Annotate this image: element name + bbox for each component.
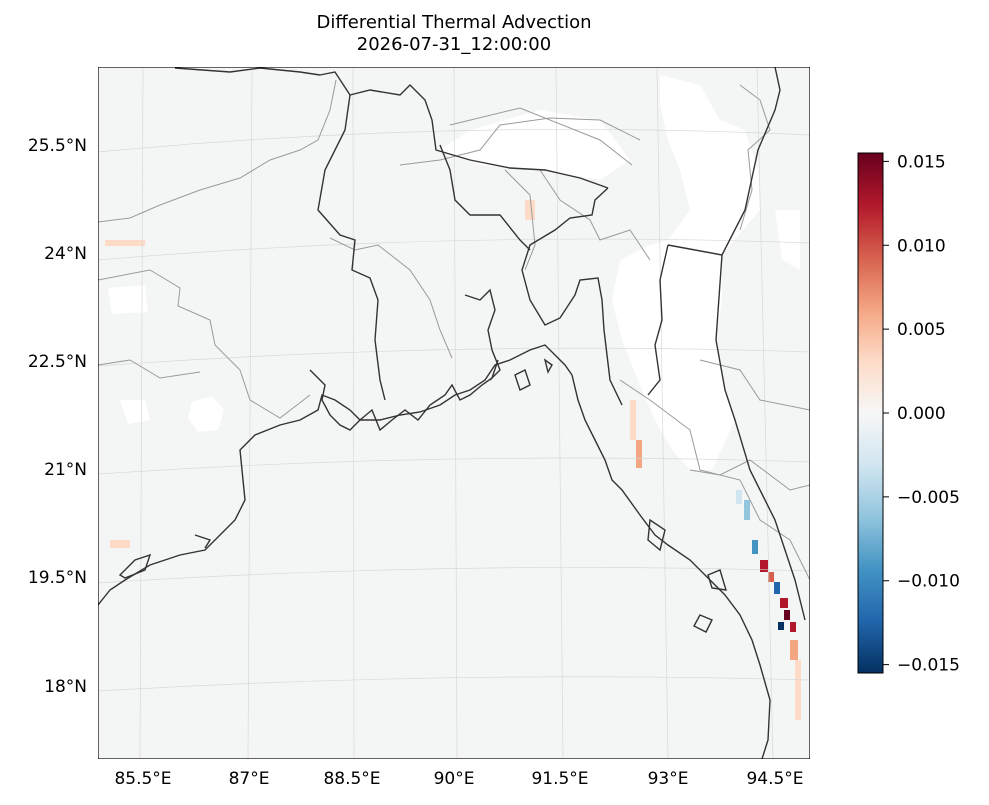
colorbar-tick-label: −0.005: [897, 488, 960, 508]
lat-tick-label: 18°N: [44, 677, 87, 697]
colorbar: 0.015 0.010 0.005 0.000 −0.005 −0.010 −0.015: [857, 152, 960, 676]
colorbar-tick-label: 0.015: [897, 152, 946, 172]
lat-tick-label: 24°N: [44, 244, 87, 264]
colorbar-ticks: 0.015 0.010 0.005 0.000 −0.005 −0.010 −0.015: [883, 152, 960, 676]
lon-tick-label: 87°E: [229, 769, 270, 789]
colorbar-tick-label: 0.010: [897, 236, 946, 256]
lat-tick-label: 25.5°N: [28, 136, 87, 156]
lon-tick-label: 85.5°E: [114, 769, 171, 789]
lat-tick-labels: 25.5°N 24°N 22.5°N 21°N 19.5°N 18°N: [28, 136, 87, 697]
chart-title: Differential Thermal Advection: [316, 12, 592, 33]
lon-tick-label: 90°E: [434, 769, 475, 789]
lon-tick-label: 88.5°E: [323, 769, 380, 789]
lon-tick-label: 93°E: [648, 769, 689, 789]
lat-tick-label: 22.5°N: [28, 352, 87, 372]
colorbar-tick-label: 0.000: [897, 404, 946, 424]
colorbar-tick-label: −0.015: [897, 656, 960, 676]
field-anomalies: [105, 200, 801, 720]
colorbar-tick-label: −0.010: [897, 572, 960, 592]
coastline: [98, 288, 771, 759]
chart-subtitle: 2026-07-31_12:00:00: [356, 34, 552, 55]
country-borders: [174, 67, 806, 621]
map-area: [98, 67, 810, 759]
lon-tick-label: 91.5°E: [531, 769, 588, 789]
masked-regions: [108, 75, 800, 470]
lat-tick-label: 21°N: [44, 460, 87, 480]
colorbar-tick-label: 0.005: [897, 320, 946, 340]
colorbar-bar: [857, 152, 884, 674]
state-borders: [98, 79, 810, 581]
lat-tick-label: 19.5°N: [28, 568, 87, 588]
lon-tick-label: 94.5°E: [746, 769, 803, 789]
gridlines: [98, 67, 810, 759]
chart-title-block: Differential Thermal Advection 2026-07-3…: [98, 12, 810, 56]
lon-tick-labels: 85.5°E 87°E 88.5°E 90°E 91.5°E 93°E 94.5…: [114, 769, 803, 789]
